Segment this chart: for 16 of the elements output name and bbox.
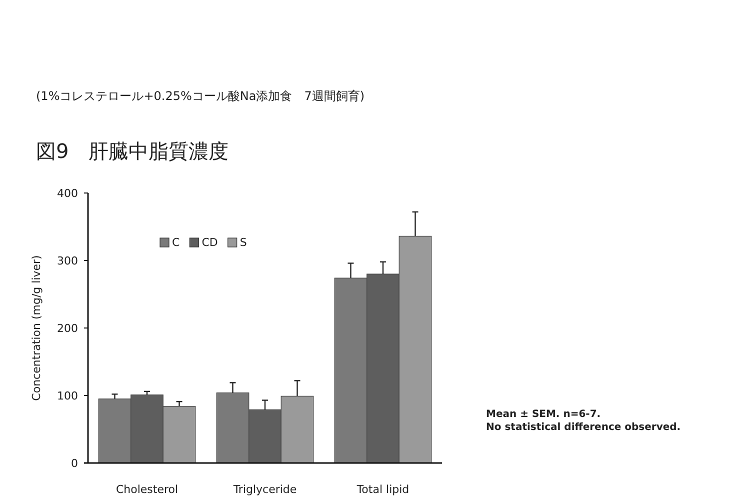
y-tick-label: 300: [57, 254, 78, 268]
legend-label: S: [240, 236, 247, 249]
y-tick-label: 0: [71, 457, 78, 470]
legend-label: C: [172, 236, 180, 249]
x-tick-label: Triglyceride: [232, 483, 297, 496]
legend-label: CD: [202, 236, 218, 249]
text: No statistical difference observed.: [486, 422, 681, 433]
y-tick-label: 100: [57, 390, 78, 402]
text: Mean ± SEM. n=6-7.: [486, 409, 601, 420]
y-tick-label: 200: [57, 322, 78, 335]
x-tick-label: Total lipid: [356, 483, 410, 496]
x-tick-label: Cholesterol: [116, 483, 178, 496]
chart-title: 図9 肝臓中脂質濃度: [36, 139, 229, 163]
y-axis-title: Concentration (mg/g liver): [30, 255, 43, 401]
chart-subtitle: (1%コレステロール+0.25%コール酸Na添加食 7週間飼育): [36, 89, 365, 103]
y-tick-label: 400: [57, 187, 78, 200]
